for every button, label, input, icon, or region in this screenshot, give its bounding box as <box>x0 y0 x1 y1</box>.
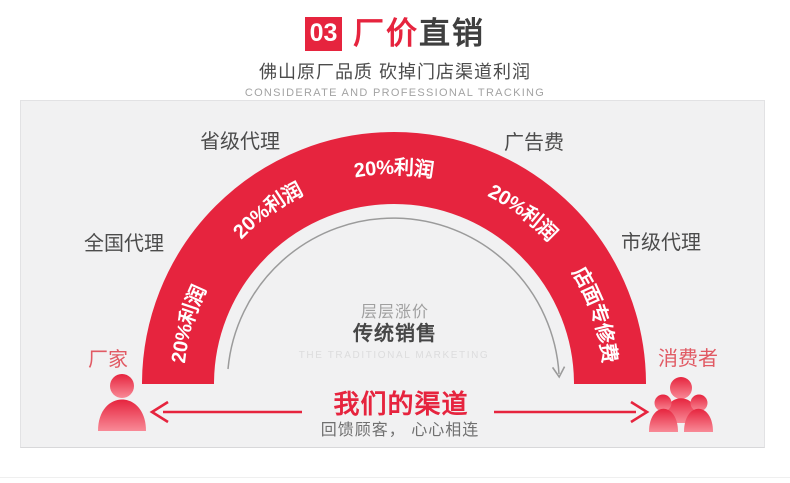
label-national-agent: 全国代理 <box>84 233 164 255</box>
label-step-markup: 层层涨价 <box>360 304 430 321</box>
title-highlight: 厂价 <box>353 16 419 51</box>
left-arrow-icon <box>149 400 302 424</box>
subtitle-english: CONSIDERATE AND PROFESSIONAL TRACKING <box>244 87 546 99</box>
title-row: 03 厂价直销 <box>0 16 790 51</box>
watermark-text: THE TRADITIONAL MARKETING <box>298 350 490 361</box>
label-our-channel: 我们的渠道 <box>333 389 469 419</box>
channel-diagram: 20%利润 20%利润 20%利润 20%利润 店面专修费 <box>98 132 713 432</box>
label-advertising-fee: 广告费 <box>504 132 564 154</box>
title-rest: 直销 <box>419 16 485 51</box>
consumers-group-icon <box>649 377 713 432</box>
label-provincial-agent: 省级代理 <box>200 131 280 153</box>
label-consumer: 消费者 <box>658 348 718 370</box>
label-feedback-slogan: 回馈顾客， 心心相连 <box>320 422 480 439</box>
bottom-divider <box>0 477 790 478</box>
label-city-agent: 市级代理 <box>621 232 701 254</box>
label-factory: 厂家 <box>88 349 128 371</box>
profit-band-arch <box>142 132 646 385</box>
diagram-panel: 20%利润 20%利润 20%利润 20%利润 店面专修费 <box>20 100 765 448</box>
page-title: 厂价直销 <box>353 18 485 49</box>
label-traditional-sales: 传统销售 <box>353 323 437 345</box>
right-arrow-icon <box>494 400 650 424</box>
markup-curved-arrow-icon <box>227 217 566 379</box>
section-number-badge: 03 <box>305 16 342 51</box>
header: 03 厂价直销 佛山原厂品质 砍掉门店渠道利润 CONSIDERATE AND … <box>0 0 790 99</box>
subtitle: 佛山原厂品质 砍掉门店渠道利润 <box>259 62 531 82</box>
factory-person-icon <box>98 374 146 431</box>
